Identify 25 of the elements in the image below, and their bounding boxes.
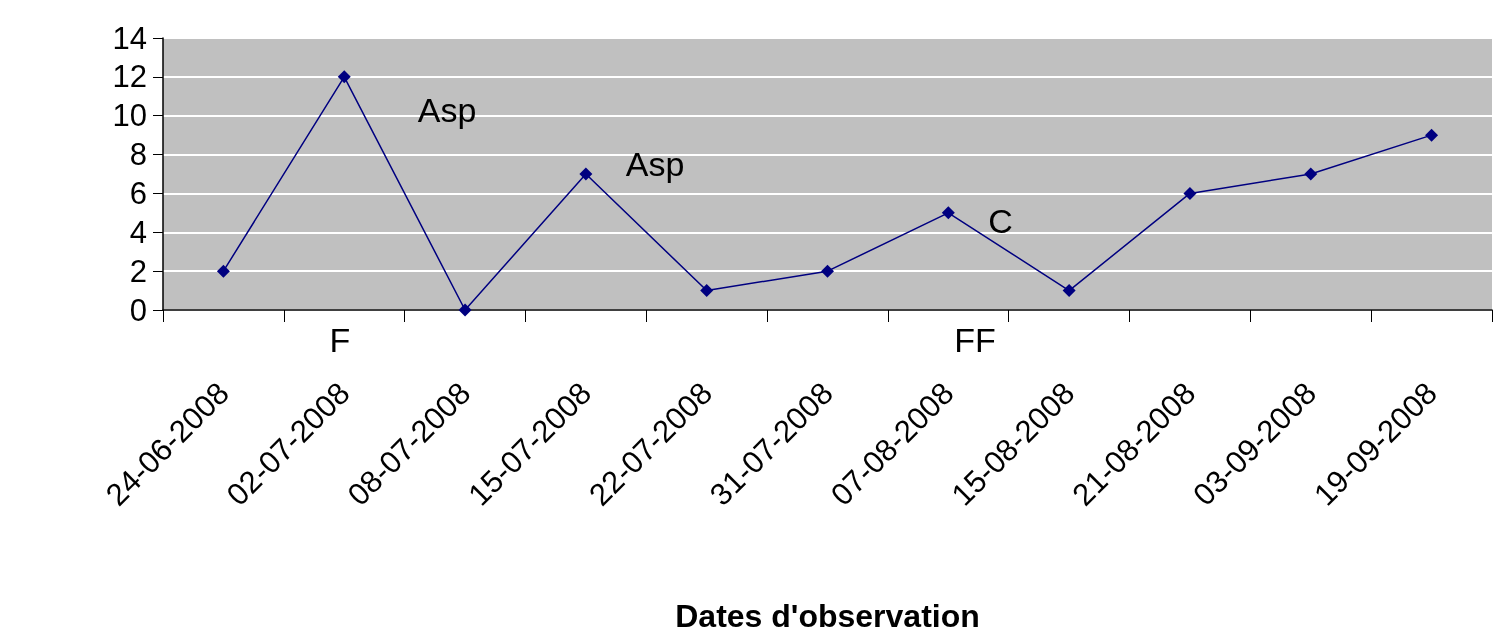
- point: [1062, 284, 1076, 298]
- annotation: Asp: [625, 145, 685, 184]
- point: [821, 264, 834, 278]
- text: FF: [954, 321, 996, 359]
- point: [337, 70, 351, 84]
- point: [216, 264, 230, 278]
- point: [579, 167, 593, 181]
- point: [458, 303, 472, 317]
- y-tick-label: 6: [129, 175, 147, 211]
- annotation: Asp: [417, 91, 477, 129]
- y-tick-label: 12: [112, 59, 147, 95]
- text: F: [329, 321, 351, 359]
- annotation: C: [988, 201, 1013, 240]
- y-tick-label: 0: [129, 292, 147, 328]
- point: [1304, 167, 1318, 181]
- y-tick-label: 4: [129, 214, 147, 250]
- point: [941, 206, 955, 220]
- point: [1183, 186, 1197, 200]
- y-tick-label: 10: [112, 98, 147, 134]
- y-tick-label: 14: [112, 20, 147, 56]
- y-tick-label: 8: [129, 137, 147, 173]
- y-tick-label: 2: [129, 253, 147, 289]
- x-axis-title: Dates d'observation: [675, 598, 980, 634]
- point: [700, 284, 714, 298]
- point: [1425, 128, 1439, 142]
